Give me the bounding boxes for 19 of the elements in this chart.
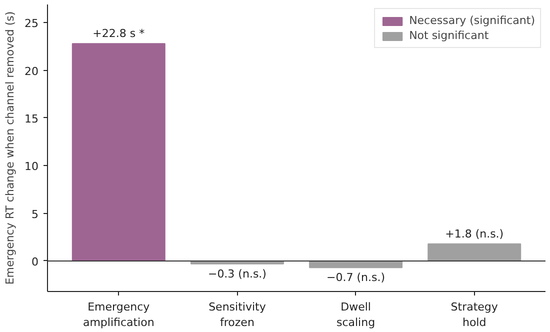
bar (428, 243, 522, 262)
y-axis-title: Emergency RT change when channel removed (s) (4, 11, 17, 285)
y-tick-label: 15 (24, 112, 39, 126)
x-tick-label: Sensitivity frozen (208, 300, 266, 330)
y-tick-label: 20 (24, 64, 39, 78)
x-tick-label: Strategy hold (450, 300, 498, 330)
data-label: +22.8 s * (92, 27, 146, 40)
bar (72, 43, 166, 262)
y-tick-label: 25 (24, 17, 39, 30)
y-tick-label: 5 (32, 208, 38, 221)
legend-label: Necessary (significant) (409, 14, 535, 27)
legend-label: Not significant (409, 29, 489, 42)
x-tick-label: Dwell scaling (336, 300, 376, 330)
y-tick-label: 10 (24, 160, 39, 174)
y-tick-label: 0 (32, 255, 38, 268)
x-tick-label: Emergency amplification (82, 300, 154, 330)
data-label: −0.3 (n.s.) (208, 267, 266, 280)
data-label: −0.7 (n.s.) (326, 271, 386, 284)
data-label: +1.8 (n.s.) (445, 227, 504, 240)
